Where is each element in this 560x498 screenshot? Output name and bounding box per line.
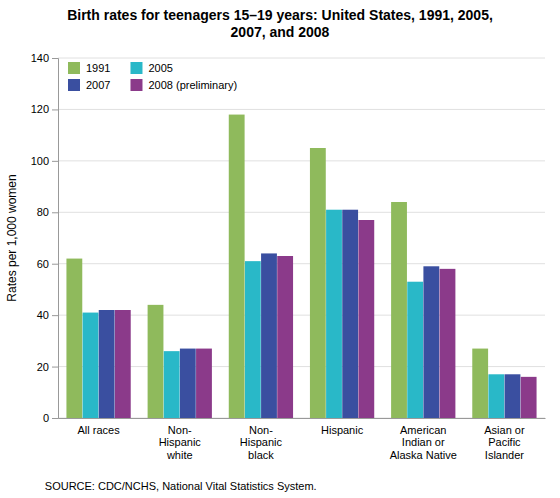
x-tick: Non-Hispanicwhite: [159, 424, 202, 461]
bar: [180, 349, 196, 418]
x-tick-label: Hispanic: [321, 424, 364, 436]
y-tick: 0: [43, 412, 58, 424]
y-tick-mark: [52, 212, 58, 213]
y-tick-label: 140: [31, 52, 49, 64]
legend-label: 2007: [86, 79, 110, 91]
y-tick-label: 0: [43, 412, 49, 424]
x-tick: Hispanic: [321, 424, 364, 436]
bar: [488, 374, 504, 418]
bar: [310, 148, 326, 418]
y-axis-title: Rates per 1,000 women: [5, 174, 19, 301]
grid-line: [58, 212, 545, 213]
y-axis-line: [52, 59, 59, 419]
y-tick-mark: [52, 418, 58, 419]
legend-label: 2008 (preliminary): [148, 79, 237, 91]
bar: [326, 210, 342, 418]
bar: [423, 266, 439, 418]
source-note: SOURCE: CDC/NCHS, National Vital Statist…: [45, 480, 317, 492]
x-tick-label: Non-Hispanicblack: [240, 424, 283, 461]
bar: [245, 261, 261, 418]
legend-label: 2005: [148, 62, 172, 74]
y-tick: 40: [37, 309, 58, 321]
title: Birth rates for teenagers 15–19 years: U…: [67, 7, 493, 40]
bar: [229, 115, 245, 418]
y-tick-mark: [52, 161, 58, 162]
grid-line: [58, 160, 545, 161]
grid-line: [58, 109, 545, 110]
legend-label: 1991: [86, 62, 110, 74]
bar: [505, 374, 521, 418]
y-tick-label: 60: [37, 258, 49, 270]
bar: [164, 351, 180, 418]
y-tick-label: 20: [37, 361, 49, 373]
legend-item: 2008 (preliminary): [130, 79, 237, 91]
bar: [66, 259, 82, 418]
x-tick: All races: [77, 424, 120, 436]
bar: [196, 349, 212, 418]
x-tick-label: All races: [77, 424, 120, 436]
bar: [148, 305, 164, 418]
y-tick: 100: [31, 155, 58, 167]
legend-swatch: [68, 62, 80, 74]
x-axis: All races Non-Hispanicwhite Non-Hispanicbl…: [59, 419, 546, 462]
legend-item: 1991: [68, 62, 110, 74]
bar-series: [99, 210, 521, 418]
x-axis-line: [59, 418, 546, 419]
bar: [521, 377, 537, 418]
bar: [342, 210, 358, 418]
y-tick: 120: [31, 103, 58, 115]
bar: [261, 253, 277, 418]
x-tick: AmericanIndian orAlaska Native: [390, 424, 457, 461]
legend: 1991 2005 2007 2008 (preliminary): [68, 62, 237, 91]
y-tick: 60: [37, 258, 58, 270]
grid-line: [58, 58, 545, 59]
bar: [115, 310, 131, 418]
y-tick: 140: [31, 52, 58, 64]
bar: [440, 269, 456, 418]
x-tick-label: Asian orPacificIslander: [484, 424, 525, 461]
legend-swatch: [130, 62, 142, 74]
bar-series: [66, 115, 488, 418]
legend-item: 2005: [130, 62, 172, 74]
bar-series: [83, 210, 505, 418]
grid-line: [58, 263, 545, 264]
y-tick-mark: [52, 109, 58, 110]
grid-line: [58, 418, 545, 419]
x-tick: Non-Hispanicblack: [240, 424, 283, 461]
bar: [99, 310, 115, 418]
y-axis: 0 20 40 60 80 100 120 140: [31, 52, 59, 424]
y-tick-label: 80: [37, 206, 49, 218]
plot-area: 0 20 40 60 80 100 120 140 All races Non-Hispanicw…: [5, 52, 546, 461]
y-tick-label: 40: [37, 309, 49, 321]
bar-series: [115, 220, 537, 418]
legend-swatch: [68, 79, 80, 91]
bar: [358, 220, 374, 418]
legend-item: 2007: [68, 79, 110, 91]
bar: [472, 349, 488, 418]
legend-swatch: [130, 79, 142, 91]
chart-container: Birth rates for teenagers 15–19 years: U…: [0, 0, 560, 498]
bar: [83, 313, 99, 418]
chart-svg: Birth rates for teenagers 15–19 years: U…: [0, 0, 560, 498]
grid-line: [58, 315, 545, 316]
y-tick-label: 120: [31, 103, 49, 115]
x-tick-label: Non-Hispanicwhite: [159, 424, 202, 461]
bar: [391, 202, 407, 418]
grid-line: [58, 366, 545, 367]
y-tick: 80: [37, 206, 58, 218]
y-tick-mark: [52, 58, 58, 59]
y-tick-mark: [52, 264, 58, 265]
grid: [58, 58, 545, 418]
bar: [277, 256, 293, 418]
y-tick-mark: [52, 315, 58, 316]
y-tick-label: 100: [31, 155, 49, 167]
x-tick-label: AmericanIndian orAlaska Native: [390, 424, 457, 461]
bars: [66, 115, 536, 418]
y-tick-mark: [52, 367, 58, 368]
x-tick: Asian orPacificIslander: [484, 424, 525, 461]
bar: [407, 282, 423, 418]
y-tick: 20: [37, 361, 58, 373]
